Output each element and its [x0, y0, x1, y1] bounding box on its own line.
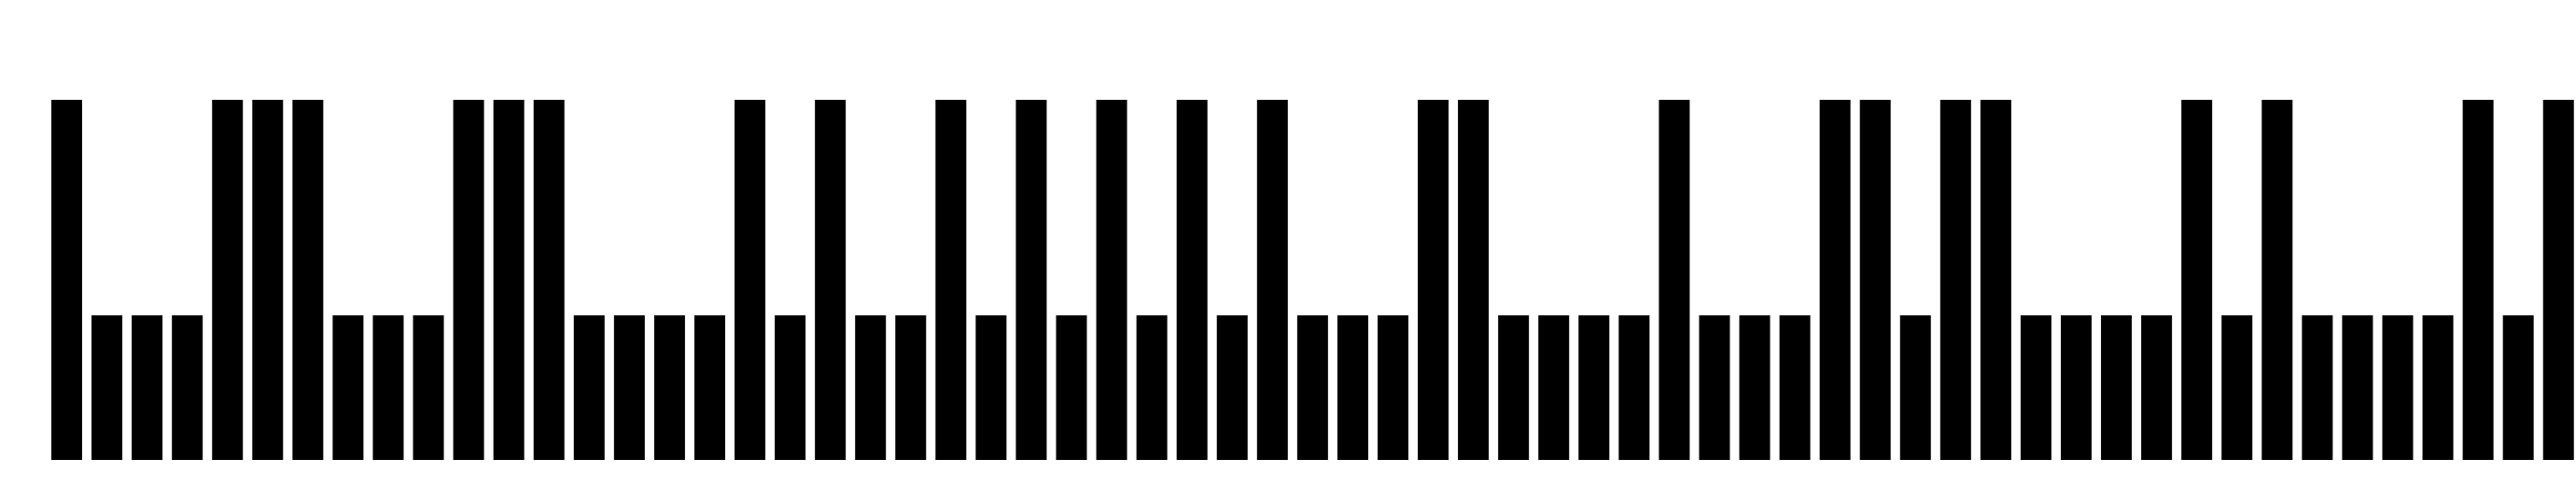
- half-bar: [372, 315, 404, 460]
- half-bar: [1136, 315, 1168, 460]
- half-bar: [2302, 315, 2333, 460]
- full-bar: [453, 100, 484, 460]
- full-bar: [1939, 100, 1971, 460]
- half-bar: [2141, 315, 2173, 460]
- half-bar: [413, 315, 444, 460]
- half-bar: [895, 315, 927, 460]
- half-bar: [1538, 315, 1570, 460]
- half-bar: [1056, 315, 1087, 460]
- half-bar: [1779, 315, 1811, 460]
- half-bar: [172, 315, 203, 460]
- full-bar: [1256, 100, 1288, 460]
- full-bar: [815, 100, 847, 460]
- full-bar: [1418, 100, 1449, 460]
- full-bar: [1458, 100, 1490, 460]
- half-bar: [2020, 315, 2051, 460]
- half-bar: [2382, 315, 2414, 460]
- full-bar: [533, 100, 565, 460]
- half-bar: [1296, 315, 1328, 460]
- full-bar: [2542, 100, 2574, 460]
- full-bar: [935, 100, 967, 460]
- full-bar: [2181, 100, 2213, 460]
- full-bar: [2261, 100, 2293, 460]
- full-bar: [1176, 100, 1208, 460]
- half-bar: [775, 315, 806, 460]
- full-bar: [493, 100, 525, 460]
- half-bar: [1498, 315, 1530, 460]
- half-bar: [2221, 315, 2253, 460]
- full-bar: [735, 100, 766, 460]
- half-bar: [1337, 315, 1368, 460]
- half-bar: [1899, 315, 1931, 460]
- half-bar: [1699, 315, 1730, 460]
- half-bar: [2422, 315, 2454, 460]
- full-bar: [51, 100, 82, 460]
- half-bar: [573, 315, 605, 460]
- half-bar: [653, 315, 685, 460]
- half-bar: [2502, 315, 2534, 460]
- half-bar: [132, 315, 163, 460]
- half-bar: [855, 315, 887, 460]
- half-bar: [1618, 315, 1650, 460]
- full-bar: [1859, 100, 1891, 460]
- full-bar: [252, 100, 284, 460]
- full-bar: [1015, 100, 1047, 460]
- full-bar: [1659, 100, 1690, 460]
- half-bar: [613, 315, 645, 460]
- half-bar: [1377, 315, 1408, 460]
- half-bar: [332, 315, 364, 460]
- half-bar: [1216, 315, 1248, 460]
- half-bar: [693, 315, 725, 460]
- full-bar: [2462, 100, 2494, 460]
- full-bar: [292, 100, 324, 460]
- full-bar: [1096, 100, 1127, 460]
- full-bar: [1819, 100, 1851, 460]
- half-bar: [91, 315, 123, 460]
- full-bar: [212, 100, 244, 460]
- half-bar: [975, 315, 1007, 460]
- half-bar: [2342, 315, 2373, 460]
- half-bar: [1739, 315, 1771, 460]
- half-bar: [2061, 315, 2092, 460]
- half-bar: [2101, 315, 2133, 460]
- half-bar: [1578, 315, 1610, 460]
- full-bar: [1980, 100, 2011, 460]
